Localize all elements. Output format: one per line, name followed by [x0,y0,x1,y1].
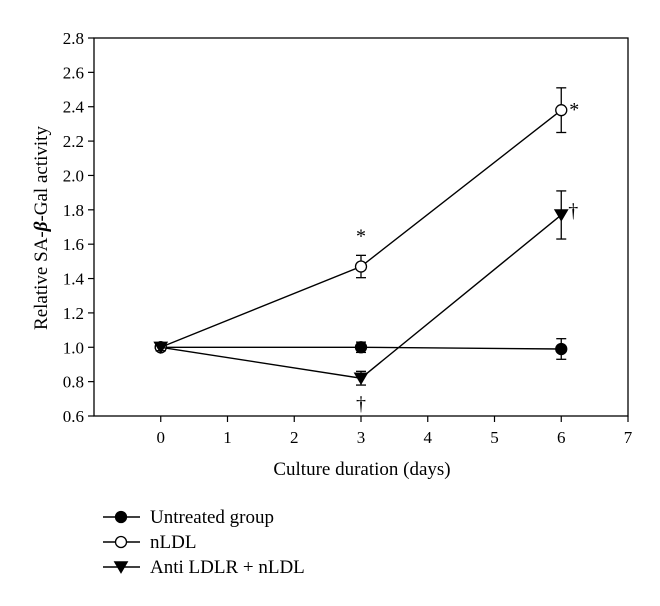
data-point [353,372,369,386]
y-tick-label: 2.8 [63,29,84,48]
significance-annotation: * [569,99,579,121]
y-tick-label: 0.6 [63,407,84,426]
legend-label: Untreated group [150,507,274,528]
legend-label: nLDL [150,532,196,553]
significance-annotation: * [356,226,366,248]
x-tick-label: 0 [157,428,166,447]
x-tick-label: 5 [490,428,499,447]
data-point [553,209,569,222]
x-tick-label: 6 [557,428,566,447]
data-point [153,341,169,355]
x-tick-label: 3 [357,428,366,447]
data-point [354,260,368,273]
legend: Untreated group nLDL Anti LDLR + nLDL [103,507,305,578]
legend-marker [114,535,128,549]
annotations: * * † † [356,99,579,415]
y-axis-title-beta: β [31,221,52,232]
series-3 [153,190,569,386]
y-tick-label: 2.2 [63,132,84,151]
legend-marker [114,510,128,524]
y-tick-label: 0.8 [63,373,84,392]
x-tick-label: 2 [290,428,299,447]
data-point [555,104,568,117]
y-tick-label: 1.0 [63,338,84,357]
y-axis-title: Relative SA-β-Gal activity [31,126,52,330]
y-tick-label: 1.6 [63,235,84,254]
data-point [555,342,568,356]
y-tick-label: 1.2 [63,304,84,323]
legend-label: Anti LDLR + nLDL [150,557,305,578]
x-tick-label: 7 [624,428,633,447]
y-tick-label: 1.4 [63,270,85,289]
y-axis-title-part-1: Relative SA- [31,231,52,330]
data-point [354,341,368,354]
legend-marker [113,561,129,574]
series-group [153,87,569,386]
axes: 0.6 0.8 1.0 1.2 1.4 1.6 1.8 2.0 2.2 2.4 2.6 2.8 0 1 2 3… [63,29,633,447]
y-tick-label: 2.4 [63,98,85,117]
significance-annotation: † [356,393,366,415]
x-axis-title: Culture duration (days) [273,459,450,480]
y-tick-label: 2.6 [63,63,84,82]
significance-annotation: † [568,200,578,222]
y-axis-title-part-2: -Gal activity [31,126,52,222]
y-tick-label: 1.8 [63,201,84,220]
x-tick-label: 1 [223,428,232,447]
y-tick-label: 2.0 [63,166,84,185]
x-tick-label: 4 [424,428,433,447]
